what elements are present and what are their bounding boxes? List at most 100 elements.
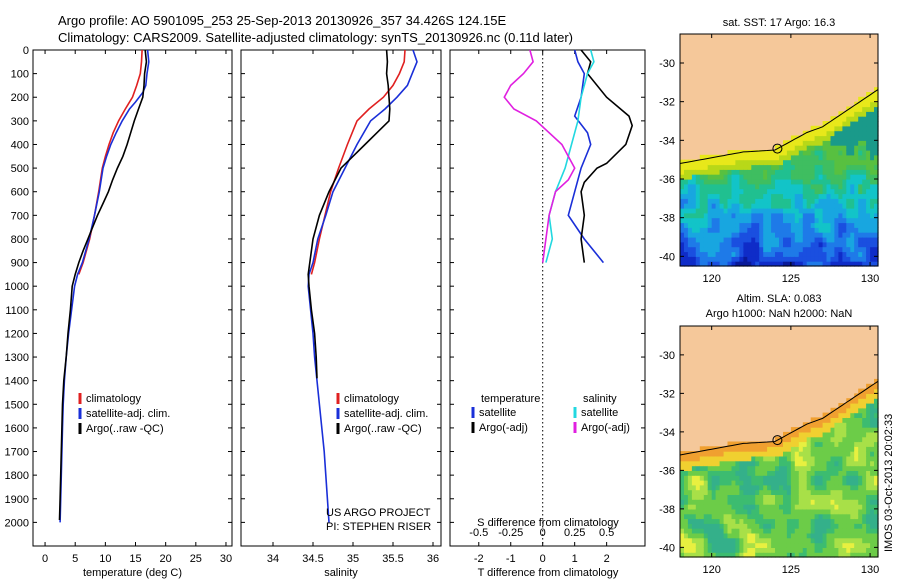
map-cell <box>771 532 776 539</box>
map-cell <box>810 508 816 515</box>
map-cell <box>858 523 863 529</box>
map-cell <box>822 494 828 500</box>
map-cell <box>715 241 721 248</box>
map-cell <box>743 183 748 190</box>
map-cell <box>695 256 701 262</box>
map-cell <box>822 499 828 505</box>
map-cell <box>711 241 717 248</box>
depth-tick-label: 1700 <box>5 447 29 459</box>
map-cell <box>794 227 800 233</box>
map-cell <box>783 489 788 495</box>
map-cell <box>874 383 879 390</box>
map-cell <box>866 552 871 558</box>
map-cell <box>779 499 784 505</box>
map-cell <box>858 499 863 505</box>
map-cell <box>735 208 740 214</box>
map-cell <box>727 523 733 529</box>
map-cell <box>858 145 863 151</box>
map-cell <box>680 237 685 243</box>
map-cell <box>854 174 859 180</box>
map-cell <box>775 518 780 524</box>
map-cell <box>684 193 689 199</box>
map-cell <box>862 427 867 433</box>
map-cell <box>802 159 808 166</box>
map-cell <box>763 465 768 471</box>
map-cell <box>743 480 748 486</box>
map-cell <box>814 484 820 491</box>
map-cell <box>870 145 875 151</box>
lat-tick-label: -30 <box>659 350 675 362</box>
map-cell <box>751 183 756 190</box>
depth-tick-label: 1500 <box>5 399 29 411</box>
map-cell <box>707 513 713 520</box>
map-cell <box>715 188 721 195</box>
map-cell <box>790 427 796 433</box>
map-cell <box>747 451 752 457</box>
map-cell <box>751 480 756 486</box>
map-cell <box>858 174 863 180</box>
map-cell <box>747 441 752 447</box>
map-cell <box>810 460 816 467</box>
map-cell <box>838 537 843 544</box>
map-cell <box>826 542 832 548</box>
map-cell <box>727 489 733 495</box>
map-cell <box>870 484 875 491</box>
map-cell <box>751 542 756 548</box>
map-cell <box>727 494 733 500</box>
map-cell <box>854 455 859 462</box>
lat-tick-label: -32 <box>659 388 675 400</box>
map-cell <box>719 208 725 214</box>
tdiff-tick-label: -1 <box>506 553 516 565</box>
map-cell <box>810 465 816 471</box>
map-cell <box>767 169 772 175</box>
map-cell <box>794 150 800 156</box>
map-cell <box>786 179 792 185</box>
map-cell <box>703 460 709 467</box>
map-cell <box>790 154 796 161</box>
map-cell <box>687 523 693 529</box>
map-cell <box>874 222 879 228</box>
map-cell <box>751 188 756 195</box>
map-cell <box>759 169 764 175</box>
salinity-axis-label: salinity <box>324 567 358 579</box>
map-cell <box>680 222 685 228</box>
map-cell <box>874 125 879 132</box>
map-cell <box>755 261 760 267</box>
map-cell <box>786 494 792 500</box>
map-cell <box>862 412 867 418</box>
map-cell <box>743 174 748 180</box>
map-cell <box>866 227 871 233</box>
map-cell <box>779 261 784 267</box>
map-cell <box>691 241 697 248</box>
map-cell <box>735 164 740 170</box>
map-cell <box>810 164 816 170</box>
map-cell <box>707 528 713 534</box>
map-cell <box>751 222 756 228</box>
map-cell <box>719 455 725 462</box>
map-cell <box>798 508 804 515</box>
map-cell <box>707 518 713 524</box>
map-cell <box>767 222 772 228</box>
map-cell <box>846 261 851 267</box>
temperature-tick-label: 30 <box>220 553 232 565</box>
map-cell <box>763 217 768 224</box>
map-cell <box>703 504 709 510</box>
map-cell <box>858 101 863 108</box>
map-cell <box>699 246 705 253</box>
map-cell <box>767 475 772 481</box>
map-cell <box>846 179 851 185</box>
map-cell <box>703 188 709 195</box>
map-cell <box>739 446 744 452</box>
map-cell <box>739 537 744 544</box>
map-cell <box>798 241 804 248</box>
map-cell <box>854 183 859 190</box>
map-cell <box>874 130 879 137</box>
map-cell <box>703 183 709 190</box>
map-cell <box>826 241 832 248</box>
map-cell <box>870 422 875 428</box>
map-cell <box>858 232 863 238</box>
map-cell <box>838 518 843 524</box>
map-cell <box>786 193 792 199</box>
map-cell <box>786 552 792 558</box>
map-cell <box>866 489 871 495</box>
